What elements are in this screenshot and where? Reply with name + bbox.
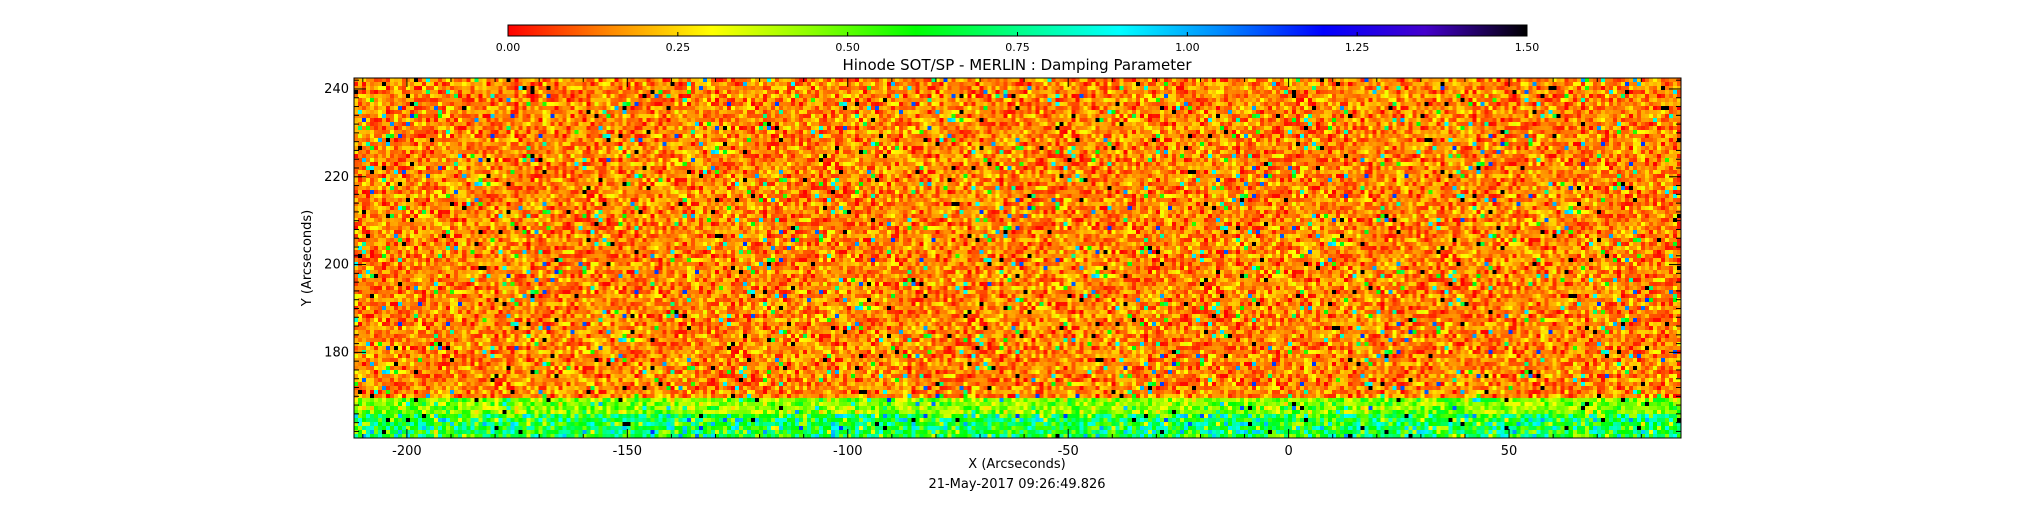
colorbar-ticks: 0.00 0.25 0.50 0.75 1.00 1.25 1.50 xyxy=(496,32,1540,54)
colorbar-tick-label: 0.75 xyxy=(1005,41,1030,54)
y-axis-label: Y (Arcseconds) xyxy=(300,210,315,307)
y-tick-label: 200 xyxy=(324,258,349,273)
chart-title: Hinode SOT/SP - MERLIN : Damping Paramet… xyxy=(842,56,1192,74)
x-tick-label: 50 xyxy=(1501,444,1518,459)
colorbar-tick-label: 1.00 xyxy=(1175,41,1200,54)
footer-timestamp: 21-May-2017 09:26:49.826 xyxy=(928,477,1105,492)
y-axis-ticks: 180 200 220 240 xyxy=(324,79,1681,432)
x-tick-label: -50 xyxy=(1058,444,1079,459)
colorbar-tick-label: 0.00 xyxy=(496,41,521,54)
x-tick-label: -150 xyxy=(613,444,643,459)
heatmap-image xyxy=(354,78,1681,438)
plot-frame xyxy=(353,77,1682,439)
y-tick-label: 220 xyxy=(324,170,349,185)
colorbar-tick-label: 1.50 xyxy=(1515,41,1540,54)
x-axis-label: X (Arcseconds) xyxy=(968,457,1065,472)
y-tick-label: 180 xyxy=(324,345,349,360)
plot-area: -200 -150 -100 -50 0 50 180 200 220 240 xyxy=(324,77,1682,459)
colorbar: 0.00 0.25 0.50 0.75 1.00 1.25 1.50 xyxy=(496,24,1540,54)
y-tick-label: 240 xyxy=(324,82,349,97)
x-tick-label: -100 xyxy=(833,444,863,459)
x-tick-label: 0 xyxy=(1284,444,1292,459)
x-tick-label: -200 xyxy=(392,444,422,459)
colorbar-tick-label: 0.25 xyxy=(666,41,691,54)
colorbar-tick-label: 0.50 xyxy=(835,41,860,54)
colorbar-tick-label: 1.25 xyxy=(1345,41,1370,54)
x-axis-ticks: -200 -150 -100 -50 0 50 xyxy=(362,78,1642,459)
